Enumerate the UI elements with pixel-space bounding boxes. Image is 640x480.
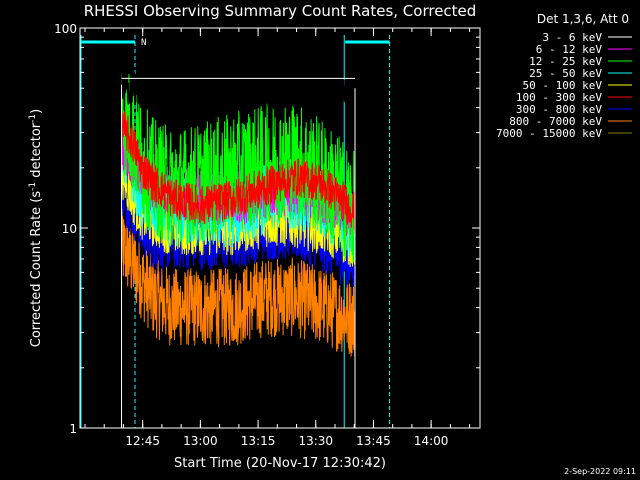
legend-label: 12 - 25 keV [529, 55, 602, 68]
night-label: N [141, 38, 146, 48]
y-axis-label: Corrected Count Rate (s-1 detector-1) [28, 109, 44, 347]
series-800-7000kev [121, 208, 356, 358]
legend-label: 50 - 100 keV [523, 79, 603, 92]
legend-label: 25 - 50 keV [529, 67, 602, 80]
series-3-6kev [121, 67, 356, 111]
legend-label: 800 - 7000 keV [509, 115, 602, 128]
timestamp: 2-Sep-2022 09:11 [564, 467, 636, 476]
legend-label: 7000 - 15000 keV [496, 127, 602, 140]
x-tick-label: 13:45 [356, 434, 391, 448]
legend-label: 100 - 300 keV [516, 91, 602, 104]
legend-header: Det 1,3,6, Att 0 [537, 12, 629, 26]
legend-label: 300 - 800 keV [516, 103, 602, 116]
x-tick-label: 14:00 [414, 434, 449, 448]
x-tick-label: 13:15 [241, 434, 276, 448]
y-axis-label-sup2: -1 [28, 114, 38, 123]
axes: 1 10 100 12:45 13:00 13:15 13:30 13:45 14:00 [54, 22, 481, 448]
y-axis-label-mid: detector [29, 122, 44, 182]
x-tick-label: 12:45 [125, 434, 160, 448]
chart-title: RHESSI Observing Summary Count Rates, Co… [84, 2, 477, 20]
series-layer [121, 67, 356, 428]
y-axis-label-end: ) [29, 109, 44, 114]
y-tick-label: 100 [54, 22, 77, 36]
x-tick-label: 13:00 [183, 434, 218, 448]
legend-label: 3 - 6 keV [542, 31, 602, 44]
y-axis-label-main: Corrected Count Rate (s [29, 191, 44, 348]
y-tick-label: 10 [62, 222, 77, 236]
y-tick-label: 1 [69, 422, 77, 436]
x-axis-label: Start Time (20-Nov-17 12:30:42) [174, 456, 386, 471]
series-100-300kev [121, 106, 356, 230]
legend-label: 6 - 12 keV [536, 43, 603, 56]
y-axis-label-sup1: -1 [28, 182, 38, 191]
x-tick-label: 13:30 [298, 434, 333, 448]
